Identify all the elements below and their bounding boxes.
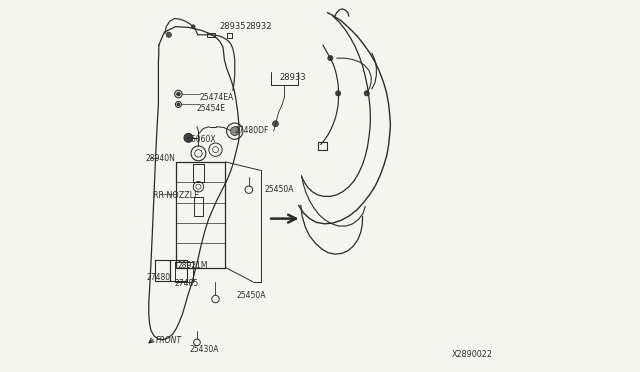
Text: 28940N: 28940N: [146, 154, 176, 163]
Text: 28921M: 28921M: [177, 261, 208, 270]
Text: 28933: 28933: [279, 73, 306, 82]
Circle shape: [335, 91, 340, 96]
Circle shape: [230, 127, 239, 136]
Text: 25454E: 25454E: [197, 104, 226, 113]
Circle shape: [273, 121, 278, 127]
Text: 25474EA: 25474EA: [200, 93, 234, 102]
Text: X2890022: X2890022: [452, 350, 493, 359]
Circle shape: [184, 134, 193, 142]
Text: RR NOZZLE: RR NOZZLE: [153, 191, 199, 200]
Circle shape: [177, 103, 180, 106]
Text: 28932: 28932: [245, 22, 271, 31]
Text: 66060X: 66060X: [187, 135, 216, 144]
Circle shape: [328, 55, 333, 61]
Circle shape: [191, 25, 195, 29]
Circle shape: [166, 32, 172, 37]
Circle shape: [364, 91, 369, 96]
Text: FRONT: FRONT: [156, 336, 182, 346]
Text: 25430A: 25430A: [189, 344, 219, 353]
Text: 28935: 28935: [219, 22, 246, 31]
Text: 27485: 27485: [174, 279, 198, 288]
Text: 27480DF: 27480DF: [235, 126, 269, 135]
Text: 27480: 27480: [147, 273, 171, 282]
Text: 25450A: 25450A: [237, 291, 266, 300]
Circle shape: [177, 92, 180, 96]
Text: 25450A: 25450A: [264, 185, 294, 194]
